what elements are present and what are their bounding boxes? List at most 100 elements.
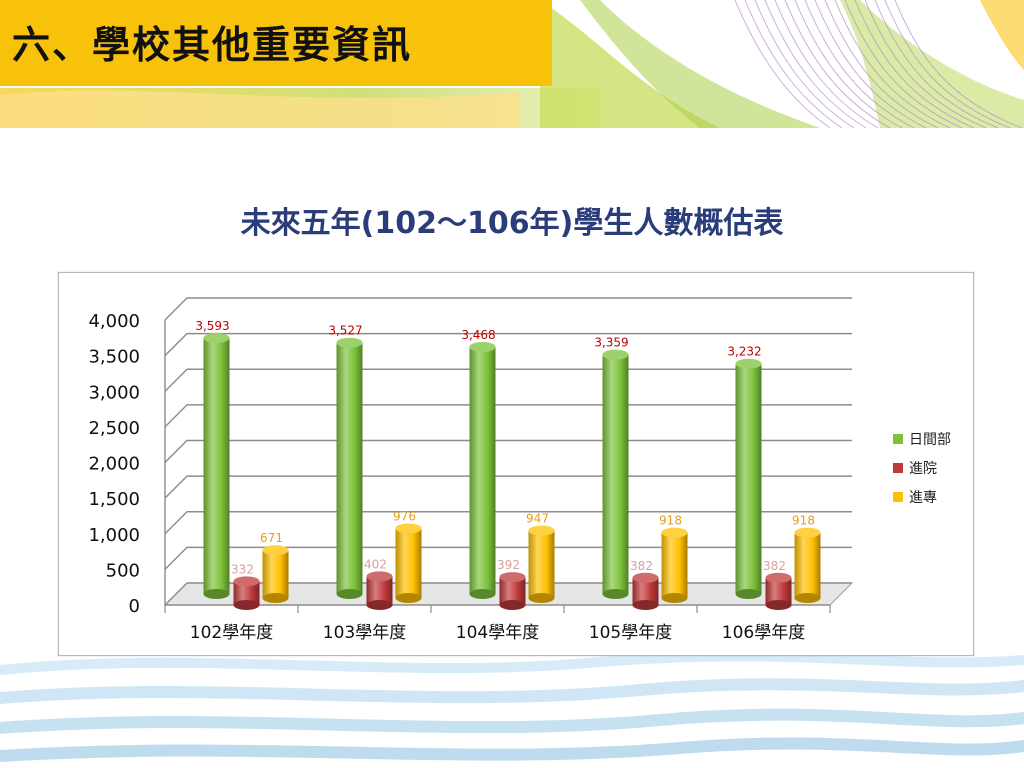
legend-label: 進專	[909, 489, 937, 506]
bar-2-2	[528, 525, 555, 603]
gridline	[164, 404, 852, 428]
bar-base	[632, 600, 659, 610]
bar-top	[794, 527, 821, 538]
page-heading: 六、學校其他重要資訊	[12, 23, 413, 67]
bar-body	[469, 346, 496, 594]
bar-base	[395, 593, 422, 603]
bar-base	[794, 593, 821, 603]
data-label: 918	[792, 514, 815, 528]
gridline	[164, 439, 852, 463]
chart-legend: 日間部 進院 進專	[893, 424, 951, 511]
bar-0-0	[203, 332, 230, 599]
axis-layer: 0 500 1,000 1,500 2,000 2,500 3,000 3,500 4,000 1…	[88, 311, 831, 643]
y-tick-label: 1,000	[88, 525, 140, 546]
bar-body	[602, 354, 629, 594]
legend-swatch	[893, 433, 903, 444]
bar-0-4	[735, 358, 762, 599]
legend-item: 進專	[893, 482, 951, 511]
y-tick-label: 500	[106, 560, 140, 581]
bar-base	[366, 600, 393, 610]
legend-swatch	[893, 462, 903, 473]
data-label: 3,232	[727, 345, 761, 359]
y-tick-label: 1,500	[88, 489, 140, 510]
bar-body	[336, 342, 363, 594]
data-label: 976	[393, 509, 416, 523]
bar-2-0	[262, 545, 289, 603]
bar-base	[499, 600, 526, 610]
y-tick-label: 4,000	[88, 311, 140, 332]
bar-base	[203, 589, 230, 599]
gridline	[164, 332, 852, 357]
data-label: 947	[526, 512, 549, 526]
bar-1-0	[233, 576, 260, 610]
bar-base	[336, 589, 363, 599]
bar-1-2	[499, 572, 526, 610]
bar-base	[469, 589, 496, 599]
gridline	[164, 511, 852, 535]
bar-top	[395, 523, 422, 534]
data-label: 382	[763, 559, 786, 573]
label-layer: 3,593 332 671 3,527 402 976 3,468 392 947 3,359 38…	[195, 319, 815, 576]
header-banner: 六、學校其他重要資訊	[0, 0, 1024, 128]
data-label: 3,468	[461, 328, 495, 342]
legend-swatch	[893, 491, 903, 502]
data-label: 3,593	[195, 319, 229, 333]
y-tick-label: 3,500	[88, 347, 140, 368]
bar-base	[765, 600, 792, 610]
x-tick-label: 104學年度	[456, 623, 539, 643]
bar-top	[233, 576, 260, 587]
x-tick-label: 105學年度	[589, 623, 672, 643]
bar-top	[203, 332, 230, 343]
bar-body	[395, 528, 422, 598]
bar-0-3	[602, 349, 629, 599]
gridline	[164, 582, 852, 606]
bar-body	[203, 337, 230, 594]
bar-body	[661, 532, 688, 598]
gridline	[164, 475, 852, 499]
x-tick-label: 103學年度	[323, 623, 406, 643]
y-tick-label: 2,500	[88, 418, 140, 439]
legend-item: 進院	[893, 453, 951, 482]
bar-top	[262, 545, 289, 556]
bar-body	[233, 581, 260, 605]
x-tick-label: 102學年度	[190, 623, 273, 643]
bar-base	[233, 600, 260, 610]
bar-base	[262, 593, 289, 603]
bar-2-1	[395, 523, 422, 603]
bar-body	[262, 550, 289, 598]
bottom-wave-decoration	[0, 651, 1024, 762]
bar-top	[366, 571, 393, 582]
gridline	[164, 297, 852, 321]
chart-title: 未來五年(102～106年)學生人數概估表	[240, 206, 784, 241]
bar-1-1	[366, 571, 393, 610]
bar-top	[632, 572, 659, 583]
bar-0-1	[336, 337, 363, 599]
bar-base	[528, 593, 555, 603]
bar-top	[528, 525, 555, 536]
data-label: 3,359	[594, 336, 628, 350]
x-tick-label: 106學年度	[722, 623, 805, 643]
legend-label: 日間部	[909, 431, 951, 448]
bar-1-3	[632, 572, 659, 610]
bar-top	[661, 527, 688, 538]
data-label: 382	[630, 559, 653, 573]
bar-top	[735, 358, 762, 369]
bar-layer	[203, 332, 821, 610]
bar-top	[602, 349, 629, 360]
bar-base	[661, 593, 688, 603]
legend-label: 進院	[909, 460, 937, 477]
bar-body	[794, 532, 821, 598]
gridline	[164, 546, 852, 570]
bar-2-3	[661, 527, 688, 603]
bar-base	[602, 589, 629, 599]
bar-body	[528, 530, 555, 598]
gridline	[164, 368, 852, 392]
bar-1-4	[765, 572, 792, 610]
bar-top	[765, 572, 792, 583]
data-label: 332	[231, 562, 254, 576]
bar-top	[499, 572, 526, 583]
legend-item: 日間部	[893, 424, 951, 453]
bar-2-4	[794, 527, 821, 603]
data-label: 918	[659, 514, 682, 528]
